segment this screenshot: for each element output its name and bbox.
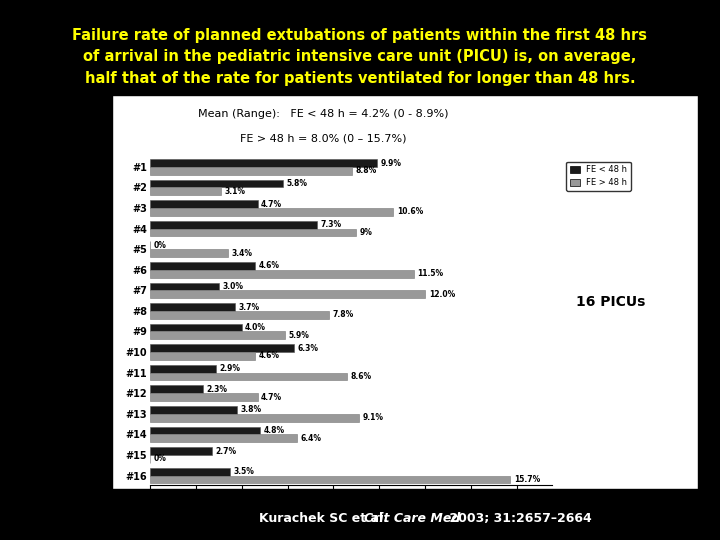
Text: 2.7%: 2.7% bbox=[215, 447, 236, 456]
Bar bbox=[150, 262, 256, 270]
Bar bbox=[150, 208, 393, 216]
Bar bbox=[150, 249, 228, 257]
Text: 4.8%: 4.8% bbox=[264, 426, 284, 435]
Bar bbox=[150, 352, 256, 360]
Bar bbox=[150, 159, 377, 167]
Text: 8.6%: 8.6% bbox=[351, 372, 372, 381]
Bar bbox=[150, 228, 356, 237]
Text: 6.4%: 6.4% bbox=[300, 434, 321, 443]
Legend: FE < 48 h, FE > 48 h: FE < 48 h, FE > 48 h bbox=[567, 162, 631, 191]
Bar bbox=[150, 180, 283, 187]
Text: 7.8%: 7.8% bbox=[333, 310, 354, 319]
Text: Failure rate of planned extubations of patients within the first 48 hrs: Failure rate of planned extubations of p… bbox=[73, 28, 647, 43]
Text: 3.1%: 3.1% bbox=[225, 187, 246, 196]
Text: 3.5%: 3.5% bbox=[233, 467, 254, 476]
Text: 3.7%: 3.7% bbox=[238, 302, 259, 312]
Bar bbox=[150, 393, 258, 401]
Bar bbox=[150, 373, 347, 381]
Bar bbox=[150, 323, 242, 332]
Text: 4.7%: 4.7% bbox=[261, 393, 282, 402]
Text: 0%: 0% bbox=[153, 241, 166, 250]
Text: 9.9%: 9.9% bbox=[381, 159, 402, 167]
Text: Kurachek SC et al.: Kurachek SC et al. bbox=[259, 512, 388, 525]
Bar bbox=[150, 221, 318, 228]
Text: 9%: 9% bbox=[360, 228, 373, 237]
Text: 15.7%: 15.7% bbox=[514, 475, 540, 484]
Text: half that of the rate for patients ventilated for longer than 48 hrs.: half that of the rate for patients venti… bbox=[85, 71, 635, 86]
Text: 4.0%: 4.0% bbox=[245, 323, 266, 332]
Text: 9.1%: 9.1% bbox=[362, 413, 383, 422]
Bar bbox=[150, 406, 237, 414]
Bar bbox=[150, 167, 352, 175]
Text: 8.8%: 8.8% bbox=[355, 166, 377, 176]
Text: Crit Care Med: Crit Care Med bbox=[364, 512, 460, 525]
Text: 2003; 31:2657–2664: 2003; 31:2657–2664 bbox=[445, 512, 592, 525]
Bar bbox=[150, 200, 258, 208]
Text: 3.8%: 3.8% bbox=[240, 406, 261, 414]
Bar bbox=[150, 187, 221, 195]
Text: 16 PICUs: 16 PICUs bbox=[576, 295, 646, 309]
Bar bbox=[150, 332, 285, 339]
Bar bbox=[150, 303, 235, 311]
Text: 3.4%: 3.4% bbox=[231, 248, 252, 258]
Bar bbox=[150, 476, 510, 483]
Text: 7.3%: 7.3% bbox=[321, 220, 342, 229]
Text: 2.3%: 2.3% bbox=[206, 385, 227, 394]
Bar bbox=[150, 468, 230, 476]
Text: 11.5%: 11.5% bbox=[418, 269, 444, 278]
Text: 12.0%: 12.0% bbox=[429, 290, 455, 299]
Text: 2.9%: 2.9% bbox=[220, 364, 240, 373]
Text: 4.6%: 4.6% bbox=[259, 261, 280, 271]
Text: Mean (Range):   FE < 48 h = 4.2% (0 - 8.9%): Mean (Range): FE < 48 h = 4.2% (0 - 8.9%… bbox=[197, 109, 448, 119]
Text: 5.8%: 5.8% bbox=[287, 179, 307, 188]
Text: of arrival in the pediatric intensive care unit (PICU) is, on average,: of arrival in the pediatric intensive ca… bbox=[84, 49, 636, 64]
Text: 4.6%: 4.6% bbox=[259, 352, 280, 361]
Bar bbox=[150, 414, 359, 422]
Text: FE > 48 h = 8.0% (0 – 15.7%): FE > 48 h = 8.0% (0 – 15.7%) bbox=[240, 134, 406, 144]
Bar bbox=[150, 365, 216, 373]
Text: 10.6%: 10.6% bbox=[397, 207, 423, 217]
Bar bbox=[150, 427, 260, 434]
Bar bbox=[150, 282, 219, 291]
Text: 0%: 0% bbox=[153, 454, 166, 463]
Bar bbox=[150, 311, 329, 319]
Bar bbox=[150, 291, 426, 298]
Bar bbox=[150, 447, 212, 455]
Text: 3.0%: 3.0% bbox=[222, 282, 243, 291]
Text: 5.9%: 5.9% bbox=[289, 331, 310, 340]
Bar bbox=[150, 270, 414, 278]
Bar bbox=[150, 344, 294, 352]
Text: 4.7%: 4.7% bbox=[261, 200, 282, 208]
Bar bbox=[150, 434, 297, 442]
Text: 6.3%: 6.3% bbox=[298, 343, 319, 353]
Bar bbox=[150, 386, 202, 393]
